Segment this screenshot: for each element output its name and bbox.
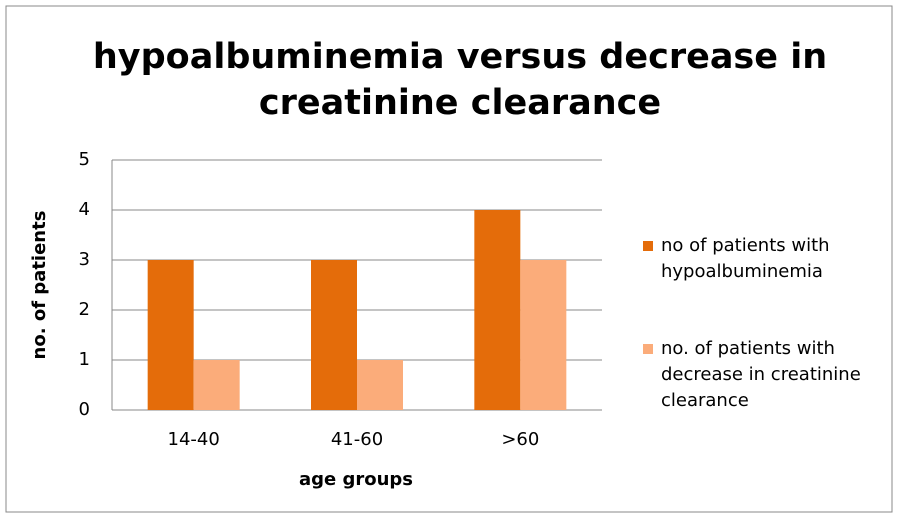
frame [5,5,893,513]
bar [520,260,567,410]
legend-swatch [643,241,653,251]
bar [311,260,357,410]
x-tick-label: >60 [501,429,539,450]
legend-label: no. of patients with decrease in creatin… [661,338,861,411]
legend-item: no. of patients with decrease in creatin… [643,336,873,414]
y-tick-label: 0 [79,399,90,420]
x-axis-label: age groups [299,469,413,490]
chart-title: hypoalbuminemia versus decrease in creat… [92,37,828,123]
x-tick-label: 14-40 [168,429,220,450]
y-tick-label: 3 [79,249,90,270]
y-tick-label: 5 [79,149,90,170]
y-tick-label: 1 [79,349,90,370]
y-tick-label: 2 [79,299,90,320]
bar [357,360,403,410]
legend-item: no of patients with hypoalbuminemia [643,233,873,285]
bar [147,260,194,410]
y-tick-label: 4 [79,199,90,220]
bar [193,360,240,410]
x-tick-label: 41-60 [331,429,383,450]
legend-swatch [643,344,653,354]
y-axis-label: no. of patients [29,211,50,360]
bar [474,210,521,410]
legend-label: no of patients with hypoalbuminemia [661,235,830,282]
